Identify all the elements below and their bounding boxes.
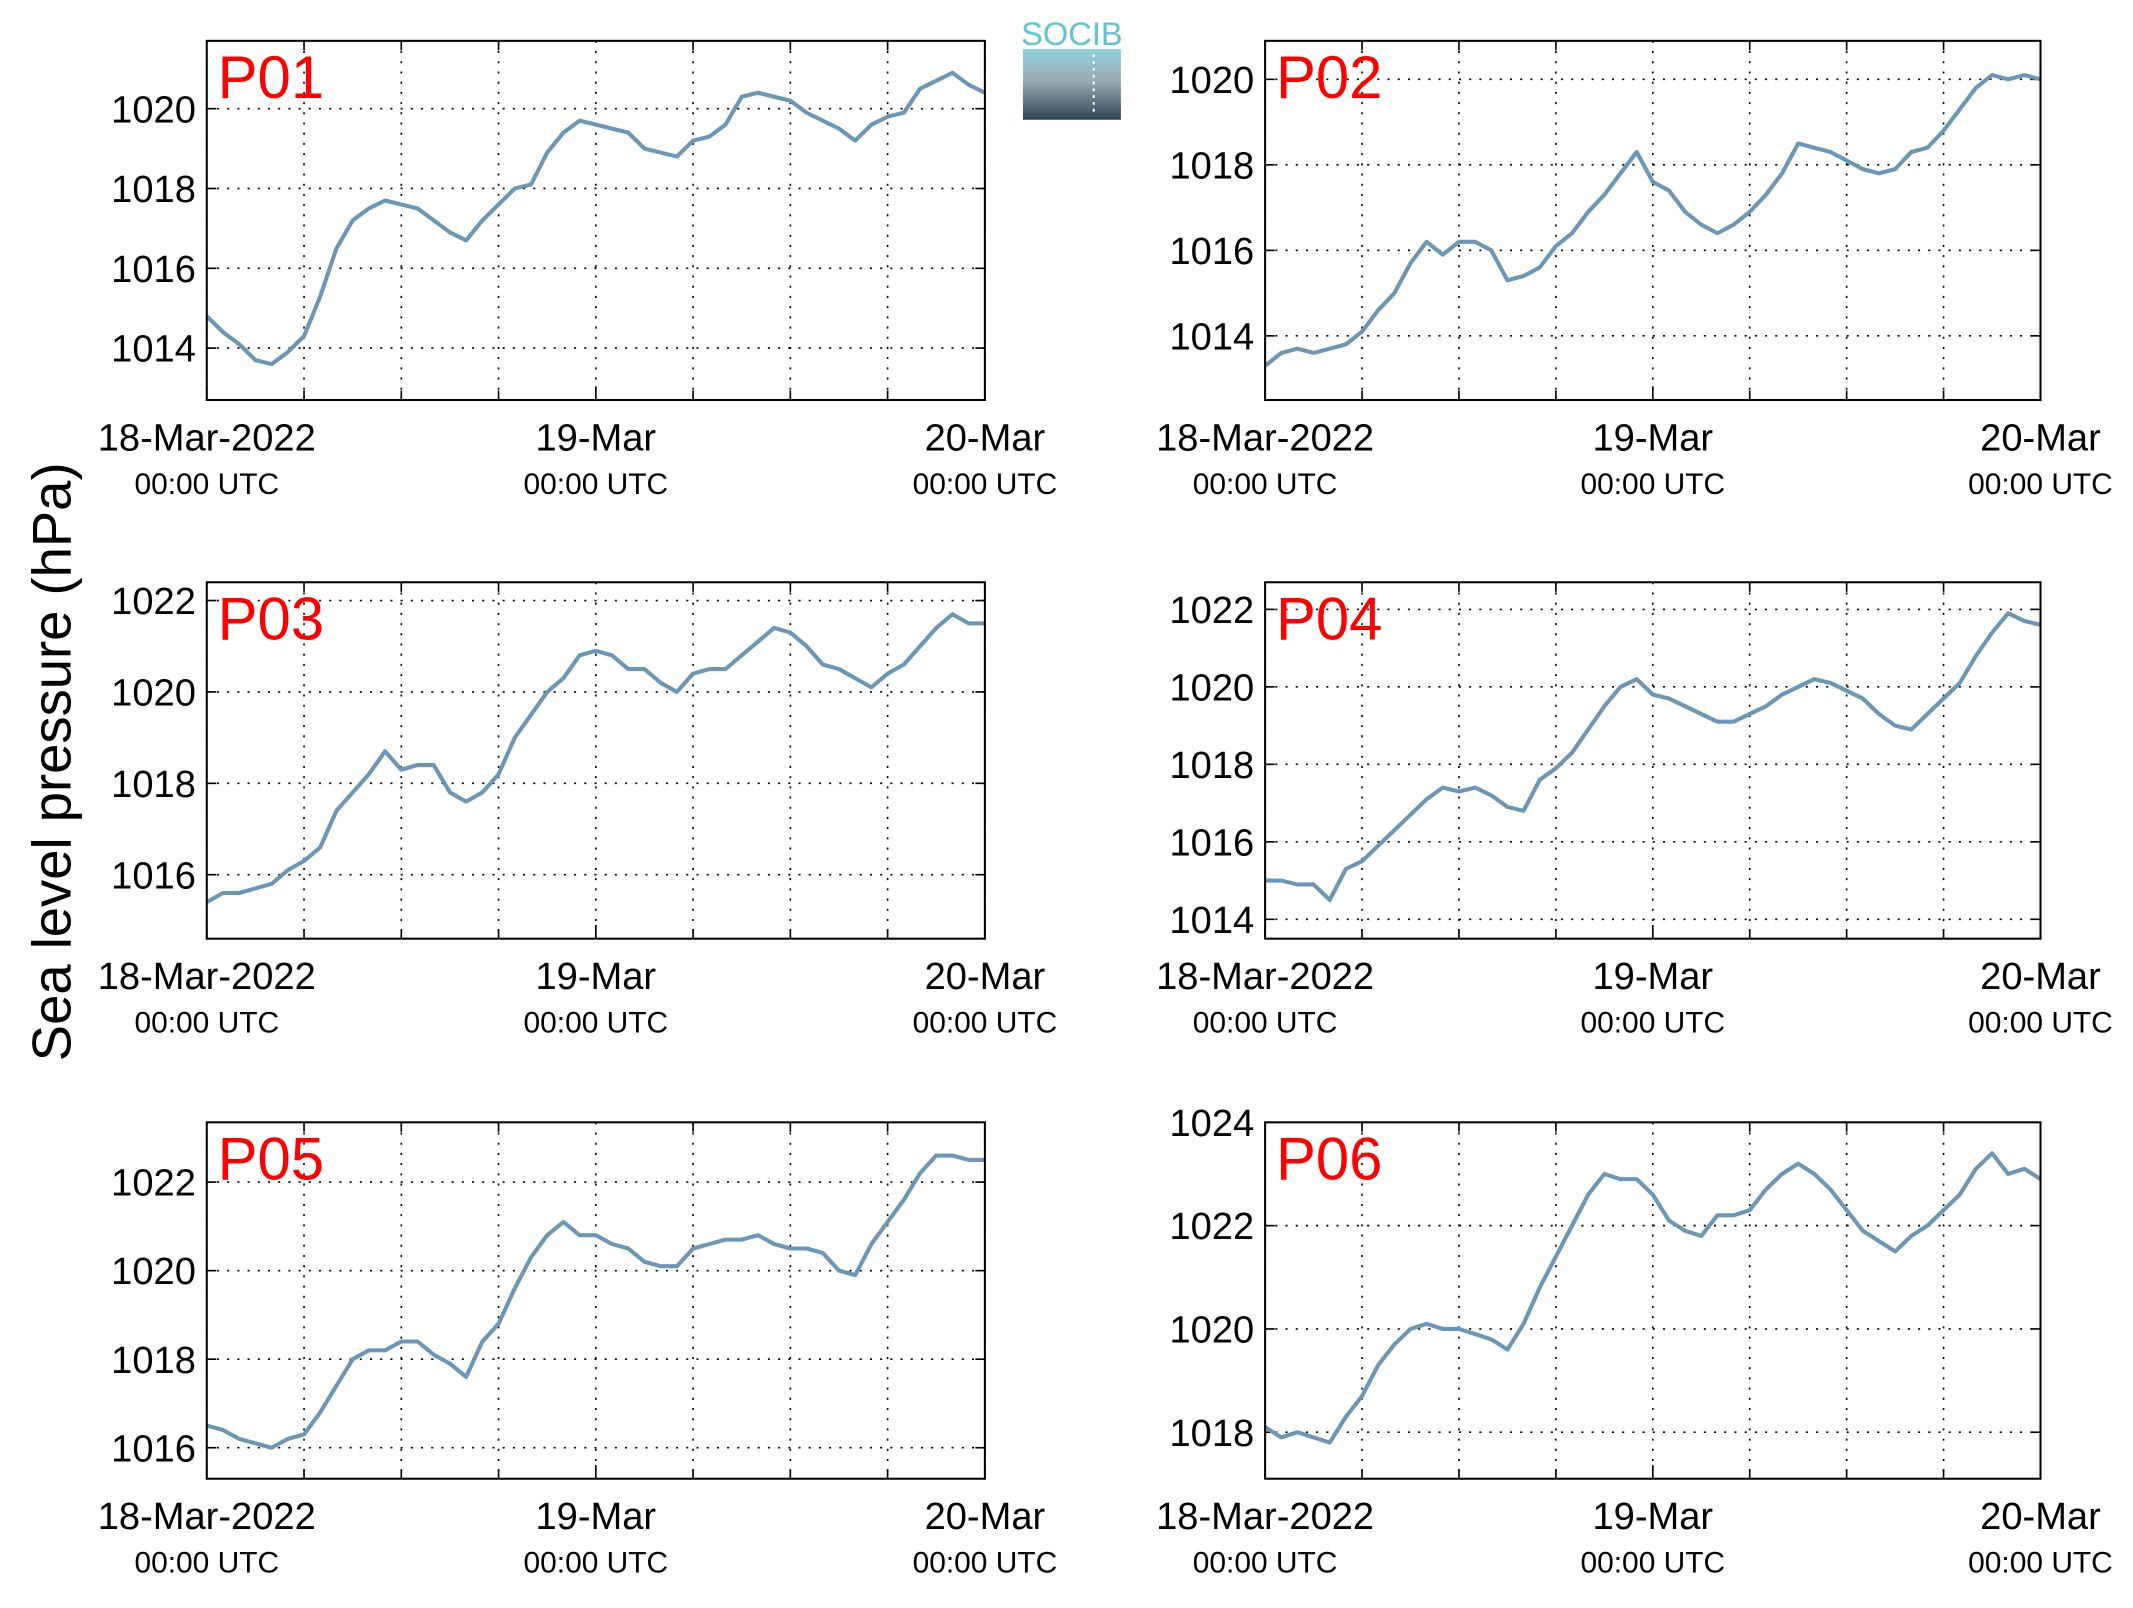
x-tick-label: 19-Mar bbox=[536, 417, 657, 459]
panel-label: P01 bbox=[218, 44, 324, 111]
y-tick-label: 1016 bbox=[1170, 231, 1255, 273]
y-tick-label: 1020 bbox=[111, 89, 196, 131]
x-tick-sublabel: 00:00 UTC bbox=[1580, 1547, 1725, 1580]
y-tick-label: 1018 bbox=[1170, 745, 1255, 787]
x-tick-sublabel: 00:00 UTC bbox=[1968, 1547, 2113, 1580]
y-tick-label: 1014 bbox=[1170, 900, 1255, 942]
y-tick-label: 1020 bbox=[111, 1251, 196, 1293]
plot-area bbox=[206, 40, 985, 400]
data-line bbox=[205, 612, 985, 904]
y-tick-label: 1016 bbox=[111, 1428, 196, 1470]
x-tick-label: 20-Mar bbox=[925, 1496, 1046, 1538]
x-tick-label: 19-Mar bbox=[536, 956, 657, 998]
x-tick-sublabel: 00:00 UTC bbox=[1968, 468, 2113, 501]
y-tick-label: 1014 bbox=[1170, 316, 1255, 358]
plot-frame bbox=[205, 1121, 986, 1480]
x-tick-label: 19-Mar bbox=[536, 1496, 657, 1538]
x-tick-sublabel: 00:00 UTC bbox=[524, 1007, 669, 1040]
x-tick-label: 20-Mar bbox=[1980, 1496, 2101, 1538]
x-tick-label: 18-Mar-2022 bbox=[1156, 1496, 1374, 1538]
x-tick-sublabel: 00:00 UTC bbox=[1580, 1007, 1725, 1040]
plot-area bbox=[1265, 40, 2041, 400]
x-tick-label: 18-Mar-2022 bbox=[1156, 417, 1374, 459]
x-tick-sublabel: 00:00 UTC bbox=[1193, 1547, 1338, 1580]
data-line bbox=[1265, 611, 2041, 902]
x-tick-sublabel: 00:00 UTC bbox=[524, 1547, 669, 1580]
y-tick-label: 1022 bbox=[1170, 590, 1255, 632]
y-tick-label: 1018 bbox=[111, 764, 196, 806]
data-line bbox=[1263, 73, 2042, 368]
x-tick-sublabel: 00:00 UTC bbox=[1968, 1007, 2113, 1040]
x-tick-label: 19-Mar bbox=[1592, 1496, 1713, 1538]
x-tick-sublabel: 00:00 UTC bbox=[913, 1007, 1058, 1040]
x-tick-label: 20-Mar bbox=[925, 417, 1046, 459]
y-tick-label: 1020 bbox=[111, 673, 196, 715]
y-tick-label: 1018 bbox=[111, 169, 196, 211]
x-tick-label: 18-Mar-2022 bbox=[98, 956, 316, 998]
x-tick-sublabel: 00:00 UTC bbox=[134, 468, 279, 501]
y-tick-label: 1018 bbox=[1170, 1413, 1255, 1455]
panel-label: P05 bbox=[218, 1125, 324, 1192]
y-tick-label: 1018 bbox=[111, 1340, 196, 1382]
data-line bbox=[205, 70, 986, 367]
plot-frame bbox=[1264, 39, 2042, 402]
x-tick-sublabel: 00:00 UTC bbox=[1193, 468, 1338, 501]
logo-graphic bbox=[1022, 49, 1121, 120]
panel-label: P03 bbox=[218, 585, 324, 652]
x-tick-label: 19-Mar bbox=[1592, 417, 1713, 459]
y-tick-label: 1022 bbox=[1170, 1206, 1255, 1248]
y-tick-label: 1018 bbox=[1170, 145, 1255, 187]
x-tick-label: 19-Mar bbox=[1592, 956, 1713, 998]
panel-label: P04 bbox=[1276, 585, 1382, 652]
logo: SOCIB bbox=[1021, 15, 1123, 120]
y-tick-label: 1016 bbox=[111, 249, 196, 291]
y-tick-label: 1020 bbox=[1170, 1310, 1255, 1352]
data-line bbox=[206, 1153, 985, 1450]
y-axis-label: Sea level pressure (hPa) bbox=[22, 462, 83, 1061]
x-tick-label: 18-Mar-2022 bbox=[98, 1496, 316, 1538]
y-tick-label: 1014 bbox=[111, 329, 196, 371]
x-tick-sublabel: 00:00 UTC bbox=[1193, 1007, 1338, 1040]
y-tick-label: 1016 bbox=[111, 855, 196, 897]
y-tick-label: 1022 bbox=[111, 1163, 196, 1205]
x-tick-label: 20-Mar bbox=[1980, 417, 2101, 459]
x-tick-sublabel: 00:00 UTC bbox=[134, 1547, 279, 1580]
x-tick-sublabel: 00:00 UTC bbox=[134, 1007, 279, 1040]
y-tick-label: 1020 bbox=[1170, 667, 1255, 709]
panel-label: P02 bbox=[1276, 44, 1382, 111]
logo-text: SOCIB bbox=[1021, 15, 1123, 52]
y-tick-label: 1020 bbox=[1170, 60, 1255, 102]
x-tick-sublabel: 00:00 UTC bbox=[524, 468, 669, 501]
x-tick-label: 20-Mar bbox=[1980, 956, 2101, 998]
data-line bbox=[1264, 1151, 2042, 1445]
plot-frame bbox=[1264, 1121, 2042, 1480]
x-tick-label: 18-Mar-2022 bbox=[98, 417, 316, 459]
x-tick-label: 20-Mar bbox=[925, 956, 1046, 998]
y-tick-label: 1022 bbox=[111, 581, 196, 623]
plot-frame bbox=[205, 581, 986, 940]
y-tick-label: 1016 bbox=[1170, 822, 1255, 864]
x-tick-sublabel: 00:00 UTC bbox=[913, 1547, 1058, 1580]
plot-frame bbox=[1264, 581, 2042, 940]
panel-label: P06 bbox=[1276, 1125, 1382, 1192]
y-tick-label: 1024 bbox=[1170, 1103, 1255, 1145]
plot-frame bbox=[205, 39, 986, 402]
x-tick-label: 18-Mar-2022 bbox=[1156, 956, 1374, 998]
x-tick-sublabel: 00:00 UTC bbox=[1580, 468, 1725, 501]
x-tick-sublabel: 00:00 UTC bbox=[913, 468, 1058, 501]
